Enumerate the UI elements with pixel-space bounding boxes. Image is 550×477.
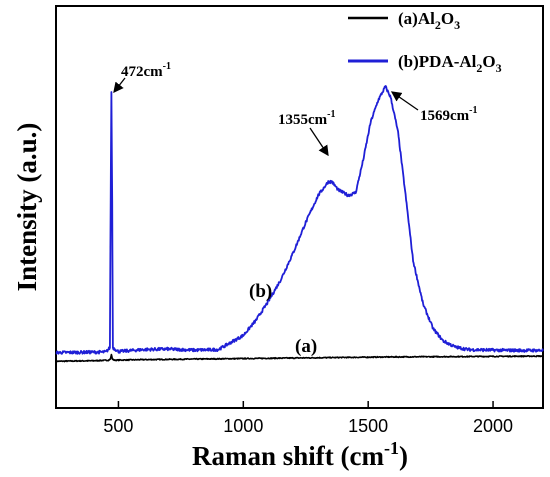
plot-frame xyxy=(55,5,544,409)
annotation-1355-arrow xyxy=(309,127,329,157)
annotation-1569-label: 1569cm-1 xyxy=(420,105,478,124)
annotation-1355-label: 1355cm-1 xyxy=(278,109,336,128)
x-tick-label-500: 500 xyxy=(103,416,133,436)
x-axis-ticks: 500 1000 1500 2000 xyxy=(103,401,513,436)
annotation-1569-arrow xyxy=(390,91,419,111)
y-axis-title: Intensity (a.u.) xyxy=(12,123,42,292)
x-tick-label-2000: 2000 xyxy=(473,416,513,436)
legend-label-a: (a)Al2O3 xyxy=(398,9,460,32)
annotation-472-label: 472cm-1 xyxy=(121,61,171,80)
curve-label-a: (a) xyxy=(295,336,317,357)
x-axis-title: Raman shift (cm-1) xyxy=(192,438,408,471)
series-line-pda-al2o3 xyxy=(55,85,544,355)
annotation-472: 472cm-1 xyxy=(113,61,171,94)
legend: (a)Al2O3 (b)PDA-Al2O3 xyxy=(348,9,502,75)
annotation-472-arrow xyxy=(113,77,126,94)
annotation-1355: 1355cm-1 xyxy=(278,109,336,157)
legend-label-b: (b)PDA-Al2O3 xyxy=(398,52,502,75)
series-group xyxy=(55,85,544,363)
x-tick-label-1500: 1500 xyxy=(348,416,388,436)
curve-label-b: (b) xyxy=(249,281,272,302)
x-tick-label-1000: 1000 xyxy=(223,416,263,436)
series-line-al2o3 xyxy=(55,353,544,363)
annotation-1569: 1569cm-1 xyxy=(390,91,478,124)
